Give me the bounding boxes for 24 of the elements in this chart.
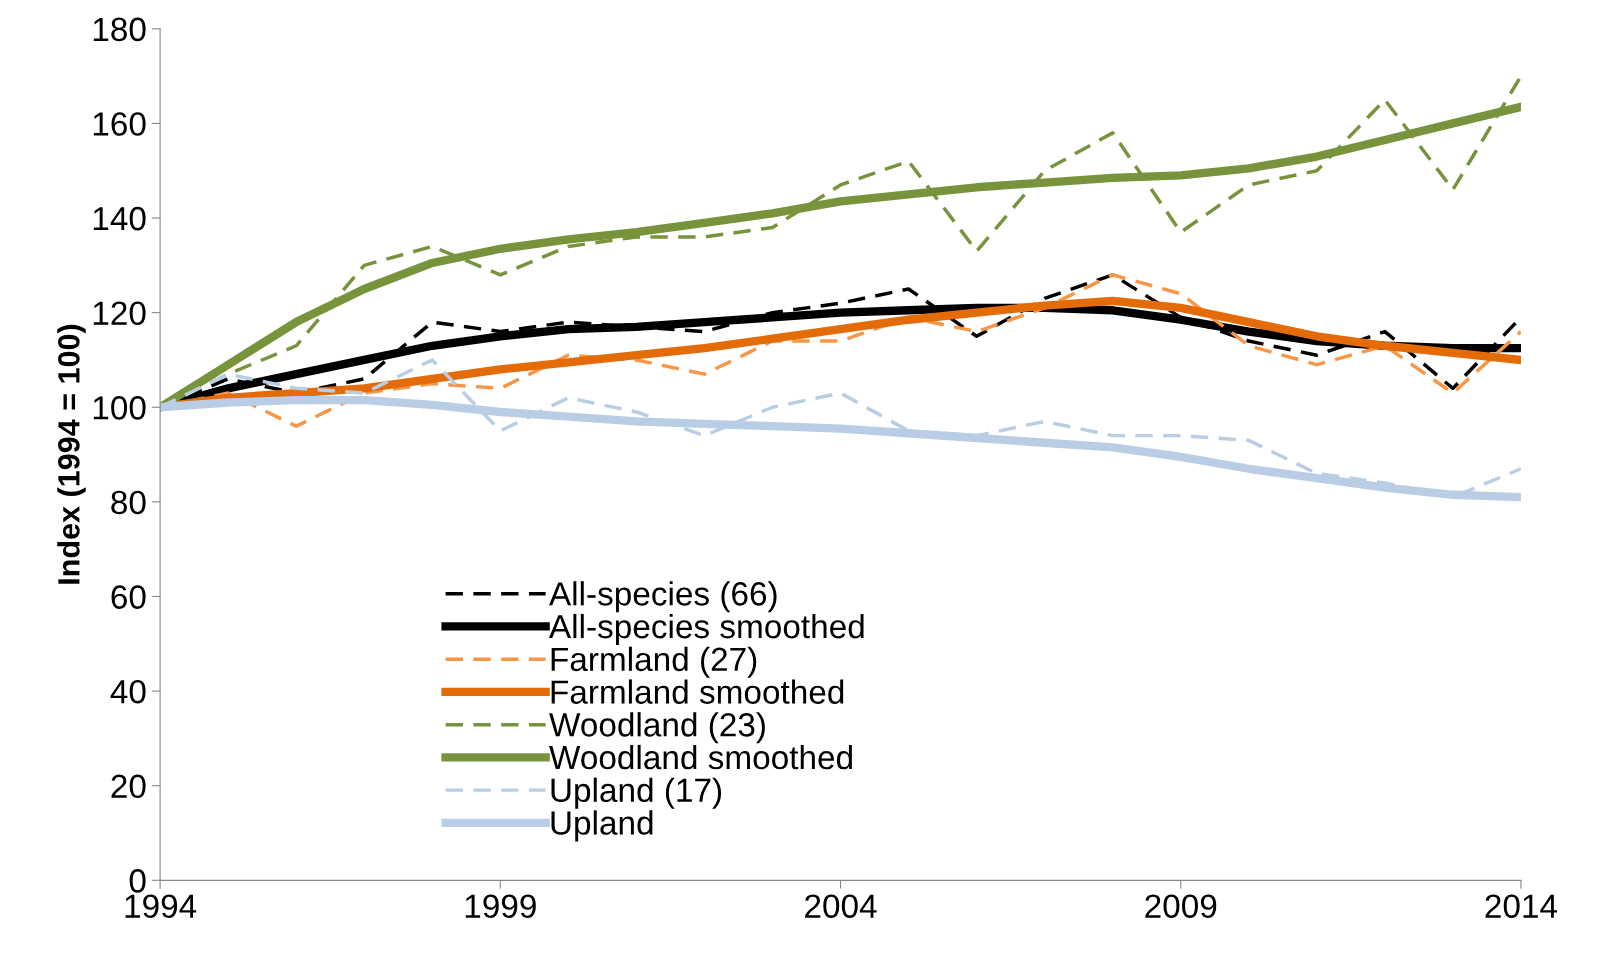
legend-label: Woodland (23) xyxy=(549,712,765,744)
legend-label: All-species (66) xyxy=(549,581,777,613)
y-tick-label: 120 xyxy=(93,301,146,326)
legend-label: Upland xyxy=(551,810,653,842)
y-tick-label: 60 xyxy=(111,585,146,609)
legend-label: Woodland smoothed xyxy=(549,744,852,770)
x-tick-label: 1999 xyxy=(465,894,536,918)
x-tick-label: 2009 xyxy=(1145,894,1217,918)
x-tick-label: 1994 xyxy=(125,894,197,918)
x-tick-label: 2004 xyxy=(805,894,877,918)
y-tick-label: 180 xyxy=(93,17,146,42)
y-tick-label: 80 xyxy=(111,490,146,515)
legend-label: Farmland smoothed xyxy=(551,679,844,704)
y-tick-label: 140 xyxy=(93,206,146,231)
y-axis-title: Index (1994 = 100) xyxy=(57,324,86,584)
legend-label: All-species smoothed xyxy=(549,613,864,645)
y-tick-label: 0 xyxy=(129,869,146,893)
legend-label: Farmland (27) xyxy=(551,646,757,678)
legend-label: Upland (17) xyxy=(551,777,722,809)
x-tick-label: 2014 xyxy=(1485,894,1558,918)
y-tick-label: 100 xyxy=(93,396,146,420)
y-tick-label: 40 xyxy=(110,679,146,704)
y-tick-label: 20 xyxy=(111,774,146,799)
y-tick-label: 160 xyxy=(93,112,146,136)
